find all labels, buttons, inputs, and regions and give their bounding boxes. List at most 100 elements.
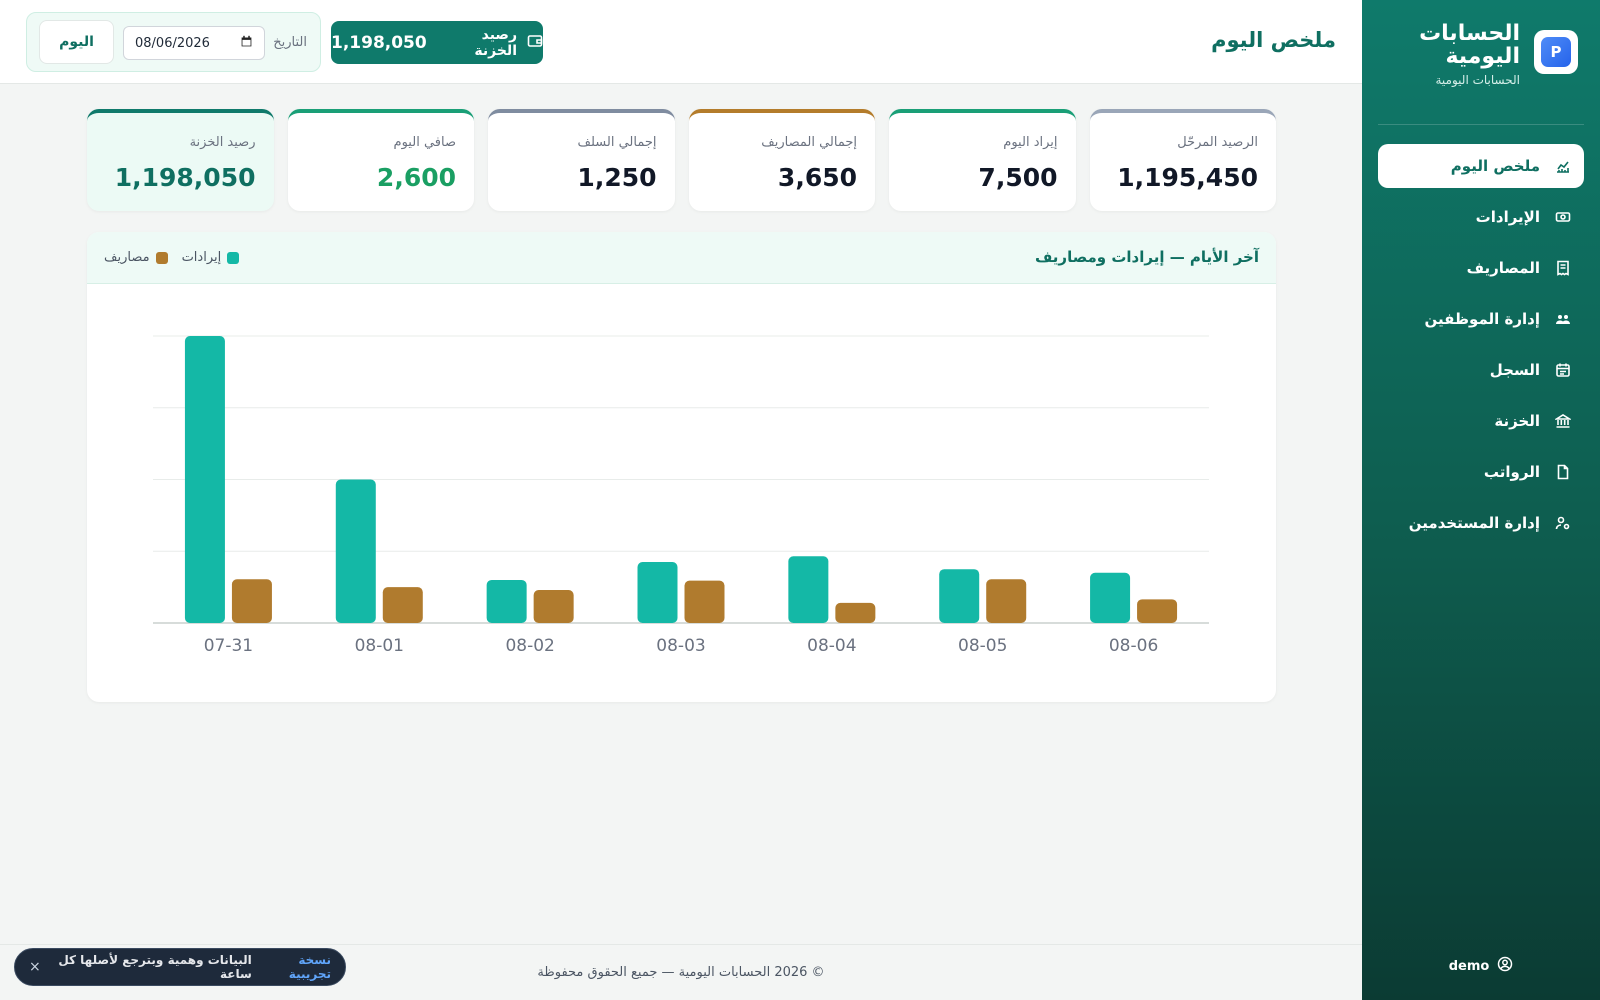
bar-income[interactable] — [1090, 572, 1131, 623]
topbar: ملخص اليوم رصيد الخزنة 1,198,050 التاريخ… — [0, 0, 1362, 84]
sidebar-item-label: السجل — [1489, 361, 1540, 379]
page-title: ملخص اليوم — [1211, 28, 1336, 52]
stat-value: 2,600 — [376, 163, 456, 192]
stat-label: إجمالي السلف — [577, 135, 657, 150]
sidebar-item-users[interactable]: إدارة المستخدمين — [1378, 501, 1584, 545]
chart-title: آخر الأيام — إيرادات ومصاريف — [1034, 248, 1259, 266]
sidebar-item-expenses[interactable]: المصاريف — [1378, 246, 1584, 290]
stat-value: 3,650 — [777, 163, 857, 192]
close-icon[interactable]: × — [29, 959, 41, 975]
receipt-icon — [1554, 259, 1572, 277]
sidebar-item-log[interactable]: السجل — [1378, 348, 1584, 392]
stat-value: 1,198,050 — [114, 163, 256, 192]
bar-expense[interactable] — [382, 587, 423, 623]
date-value: 08/06/2026 — [135, 35, 210, 51]
sidebar-item-salaries[interactable]: الرواتب — [1378, 450, 1584, 494]
bar-chart: 07-31 08-01 08-02 08-03 08-04 08-05 08-06 — [153, 335, 1209, 656]
stat-cards: الرصيد المرحّل 1,195,450 إيراد اليوم 7,5… — [87, 109, 1276, 211]
brand: P الحسابات اليومية الحسابات اليومية — [1378, 22, 1584, 92]
legend-label-expense: مصاريف — [104, 250, 150, 265]
bar-income[interactable] — [637, 562, 678, 623]
x-tick-label: 08-06 — [1109, 636, 1158, 656]
bar-expense[interactable] — [684, 580, 725, 623]
x-tick-label: 08-03 — [656, 636, 705, 656]
sidebar-item-label: ملخص اليوم — [1450, 157, 1540, 175]
stat-label: إيراد اليوم — [1003, 135, 1058, 150]
sidebar-nav: ملخص اليوم الإيرادات المصاريف إدارة المو… — [1378, 144, 1584, 552]
sidebar: P الحسابات اليومية الحسابات اليومية ملخص… — [1362, 0, 1600, 1000]
x-tick-label: 08-05 — [958, 636, 1007, 656]
treasury-label: رصيد الخزنة — [474, 26, 517, 59]
sidebar-item-label: إدارة الموظفين — [1424, 310, 1540, 328]
document-icon — [1554, 463, 1572, 481]
sidebar-item-daily-summary[interactable]: ملخص اليوم — [1378, 144, 1584, 188]
date-label: التاريخ — [273, 35, 307, 50]
date-filter: التاريخ 08/06/2026 اليوم — [26, 12, 321, 72]
sidebar-item-revenues[interactable]: الإيرادات — [1378, 195, 1584, 239]
sidebar-item-label: الإيرادات — [1475, 208, 1540, 226]
bar-income[interactable] — [939, 569, 980, 623]
sidebar-item-label: الرواتب — [1483, 463, 1540, 481]
sidebar-item-label: المصاريف — [1466, 259, 1540, 277]
footer-copyright: © 2026 الحسابات اليومية — جميع الحقوق مح… — [537, 965, 825, 980]
bar-expense[interactable] — [986, 579, 1027, 623]
legend-swatch-expense — [155, 251, 168, 264]
x-tick-label: 08-02 — [505, 636, 554, 656]
stat-label: صافي اليوم — [393, 135, 456, 150]
treasury-balance-chip: رصيد الخزنة 1,198,050 — [331, 21, 543, 64]
brand-name: الحسابات اليومية — [1419, 21, 1520, 69]
bank-icon — [1554, 412, 1572, 430]
bar-income[interactable] — [788, 556, 829, 623]
treasury-value: 1,198,050 — [331, 32, 427, 53]
sidebar-divider — [1378, 124, 1584, 125]
stat-card-treasury-balance: رصيد الخزنة 1,198,050 — [87, 109, 274, 211]
sidebar-item-treasury[interactable]: الخزنة — [1378, 399, 1584, 443]
x-tick-label: 07-31 — [204, 636, 253, 656]
bar-income[interactable] — [184, 336, 225, 623]
chart-panel: آخر الأيام — إيرادات ومصاريف إيرادات مصا… — [87, 232, 1276, 702]
today-button[interactable]: اليوم — [39, 20, 114, 64]
stat-value: 1,195,450 — [1117, 163, 1258, 192]
legend-swatch-income — [227, 251, 240, 264]
bar-expense[interactable] — [835, 602, 876, 623]
username: demo — [1448, 958, 1490, 974]
bar-income[interactable] — [486, 579, 527, 623]
chart-panel-header: آخر الأيام — إيرادات ومصاريف إيرادات مصا… — [87, 232, 1276, 284]
stat-card-total-advances: إجمالي السلف 1,250 — [488, 109, 675, 211]
stat-card-carried-balance: الرصيد المرحّل 1,195,450 — [1089, 109, 1276, 211]
brand-logo-letter: P — [1541, 37, 1571, 67]
calendar-picker-icon[interactable] — [240, 35, 253, 52]
sidebar-item-employees[interactable]: إدارة الموظفين — [1378, 297, 1584, 341]
stat-card-today-revenue: إيراد اليوم 7,500 — [889, 109, 1076, 211]
chart-icon — [1554, 157, 1572, 175]
calendar-icon — [1554, 361, 1572, 379]
legend-item-income[interactable]: إيرادات — [182, 250, 240, 265]
demo-message: البيانات وهمية وبترجع لأصلها كل ساعة — [58, 953, 252, 981]
cash-icon — [1554, 208, 1572, 226]
bar-expense[interactable] — [1137, 599, 1178, 623]
stat-label: الرصيد المرحّل — [1177, 135, 1258, 150]
date-input[interactable]: 08/06/2026 — [123, 26, 265, 60]
legend-item-expense[interactable]: مصاريف — [104, 250, 168, 265]
users-icon — [1554, 310, 1572, 328]
x-tick-label: 08-04 — [807, 636, 856, 656]
demo-toast: نسخة تجريبية البيانات وهمية وبترجع لأصله… — [14, 948, 346, 986]
footer: © 2026 الحسابات اليومية — جميع الحقوق مح… — [0, 944, 1362, 1000]
x-tick-label: 08-01 — [355, 636, 404, 656]
bar-expense[interactable] — [533, 589, 574, 623]
sidebar-item-label: الخزنة — [1494, 412, 1540, 430]
legend-label-income: إيرادات — [181, 250, 222, 265]
bar-expense[interactable] — [231, 579, 272, 623]
bar-income[interactable] — [335, 479, 376, 624]
stat-label: إجمالي المصاريف — [761, 135, 857, 150]
user-circle-icon — [1497, 956, 1513, 976]
stat-label: رصيد الخزنة — [189, 135, 256, 150]
stat-value: 7,500 — [978, 163, 1058, 192]
brand-subtitle: الحسابات اليومية — [1435, 73, 1521, 87]
brand-logo: P — [1534, 30, 1578, 74]
wallet-icon — [527, 33, 543, 53]
demo-tag: نسخة تجريبية — [288, 953, 331, 981]
sidebar-item-label: إدارة المستخدمين — [1408, 514, 1540, 532]
stat-value: 1,250 — [577, 163, 657, 192]
user-menu[interactable]: demo — [1362, 956, 1600, 976]
